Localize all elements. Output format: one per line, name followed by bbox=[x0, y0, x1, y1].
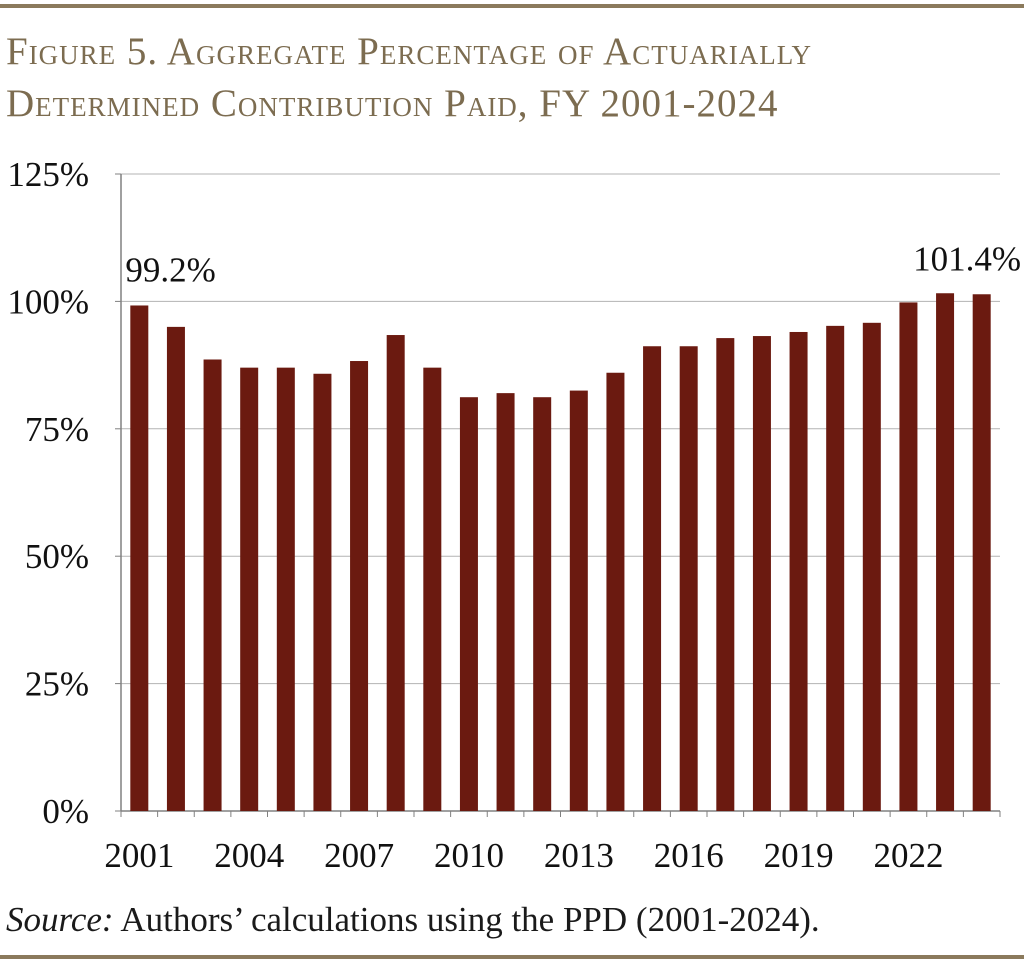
figure-title: Figure 5. Aggregate Percentage of Actuar… bbox=[6, 26, 1021, 130]
bar-2004 bbox=[240, 367, 259, 811]
bar-2014 bbox=[606, 372, 625, 811]
bar-2002 bbox=[166, 326, 185, 811]
bar-2017 bbox=[716, 338, 735, 811]
bar-2016 bbox=[679, 346, 698, 811]
bar-2009 bbox=[423, 367, 442, 811]
bar-2024 bbox=[972, 294, 991, 811]
source-label: Source: bbox=[6, 900, 114, 939]
x-tick-label-2001: 2001 bbox=[104, 836, 174, 875]
bar-2010 bbox=[459, 397, 478, 811]
top-rule bbox=[0, 4, 1024, 8]
x-tick-label-2004: 2004 bbox=[214, 836, 284, 875]
bar-2018 bbox=[752, 336, 771, 811]
bar-2006 bbox=[313, 373, 332, 811]
x-tick-label-2016: 2016 bbox=[654, 836, 724, 875]
x-tick-label-2010: 2010 bbox=[434, 836, 504, 875]
title-line-1: Figure 5. Aggregate Percentage of Actuar… bbox=[6, 30, 812, 73]
bar-2020 bbox=[826, 325, 845, 811]
x-tick-label-2013: 2013 bbox=[544, 836, 614, 875]
bar-2001 bbox=[130, 305, 149, 811]
bar-2023 bbox=[936, 293, 955, 811]
x-tick-label-2019: 2019 bbox=[764, 836, 834, 875]
bar-2021 bbox=[862, 322, 881, 811]
bar-2013 bbox=[569, 390, 588, 811]
y-tick-label: 100% bbox=[7, 282, 89, 321]
bar-2022 bbox=[899, 302, 918, 811]
bar-2011 bbox=[496, 393, 515, 811]
bar-2003 bbox=[203, 359, 222, 811]
bar-2005 bbox=[276, 367, 295, 811]
bar-2015 bbox=[643, 346, 662, 811]
data-label-2001: 99.2% bbox=[125, 250, 215, 289]
title-line-2: Determined Contribution Paid, FY 2001-20… bbox=[6, 82, 779, 125]
y-tick-label: 0% bbox=[42, 792, 89, 831]
source-text: Authors’ calculations using the PPD (200… bbox=[120, 900, 820, 939]
bar-2007 bbox=[350, 361, 369, 811]
x-tick-label-2007: 2007 bbox=[324, 836, 394, 875]
source-note: Source: Authors’ calculations using the … bbox=[6, 900, 820, 940]
x-tick-label-2022: 2022 bbox=[873, 836, 943, 875]
y-tick-label: 50% bbox=[25, 537, 89, 576]
bar-2019 bbox=[789, 331, 808, 811]
bottom-rule bbox=[0, 955, 1024, 959]
bar-2008 bbox=[386, 335, 405, 811]
bar-2012 bbox=[533, 397, 552, 811]
y-tick-label: 75% bbox=[25, 410, 89, 449]
bar-chart: 0% 25% 50% 75% 100% 125% 2001 2004 2007 2010 2013 2… bbox=[7, 155, 1021, 875]
y-tick-label: 25% bbox=[25, 665, 89, 704]
data-label-2024: 101.4% bbox=[913, 239, 1021, 278]
y-tick-label: 125% bbox=[7, 155, 89, 194]
